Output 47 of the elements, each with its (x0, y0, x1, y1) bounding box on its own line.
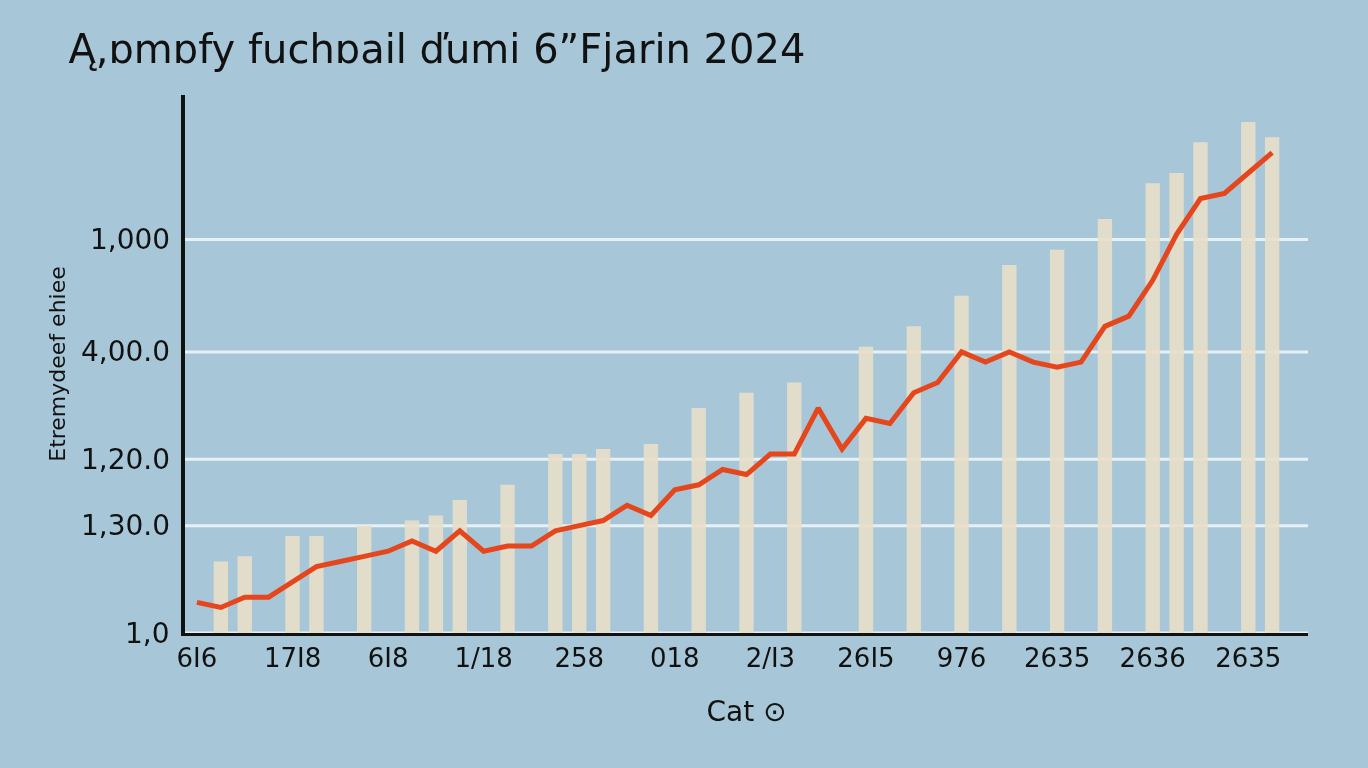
text: 1,30.0 (81, 509, 171, 542)
bar (1264, 137, 1280, 633)
x-tick-label: 17I8 (263, 643, 322, 674)
y-axis-title: Etremydeef ehiee (45, 266, 71, 462)
bar (452, 500, 467, 633)
chart-title: Ą,ɒmɒfy fuchɒail ďumi 6”Fjarin 2024 (68, 25, 806, 72)
bar (1241, 121, 1256, 633)
x-tick-label: 258 (554, 643, 605, 674)
bar (213, 561, 229, 633)
bar (906, 326, 921, 633)
x-axis-title: Cat ⊙ (706, 695, 787, 729)
text: 4,00.0 (81, 335, 171, 368)
bar (1169, 173, 1184, 633)
bar (237, 556, 252, 633)
bar (309, 535, 324, 633)
bar (285, 535, 300, 633)
bar (500, 484, 515, 633)
bar (1145, 183, 1160, 633)
bar (787, 382, 802, 633)
bar (858, 346, 874, 633)
bar (357, 525, 372, 633)
bar (1049, 249, 1065, 633)
bar (691, 408, 706, 633)
text: 1,20.0 (81, 443, 171, 476)
x-tick-label: 6I8 (367, 643, 409, 674)
bar (595, 449, 611, 633)
x-tick-label: 2635 (1024, 643, 1091, 674)
bar (404, 520, 420, 633)
bar (428, 515, 444, 633)
bar (1002, 265, 1017, 633)
bar (572, 454, 587, 633)
x-tick-label: 976 (936, 643, 987, 674)
x-tick-label: 2636 (1119, 643, 1186, 674)
bar (548, 454, 563, 633)
text: 1,0 (125, 617, 170, 650)
x-tick-label: 2635 (1215, 643, 1282, 674)
x-tick-label: 1/18 (454, 643, 513, 674)
bar (954, 295, 969, 633)
x-tick-label: 018 (650, 643, 700, 674)
bar (643, 443, 659, 633)
text: 1,000 (90, 223, 171, 256)
bar (1097, 219, 1113, 633)
x-tick-label: 26I5 (837, 643, 895, 674)
bar (1193, 142, 1208, 633)
x-tick-label: 6I6 (176, 643, 218, 674)
x-tick-label: 2/I3 (745, 643, 796, 674)
bar (739, 392, 754, 633)
